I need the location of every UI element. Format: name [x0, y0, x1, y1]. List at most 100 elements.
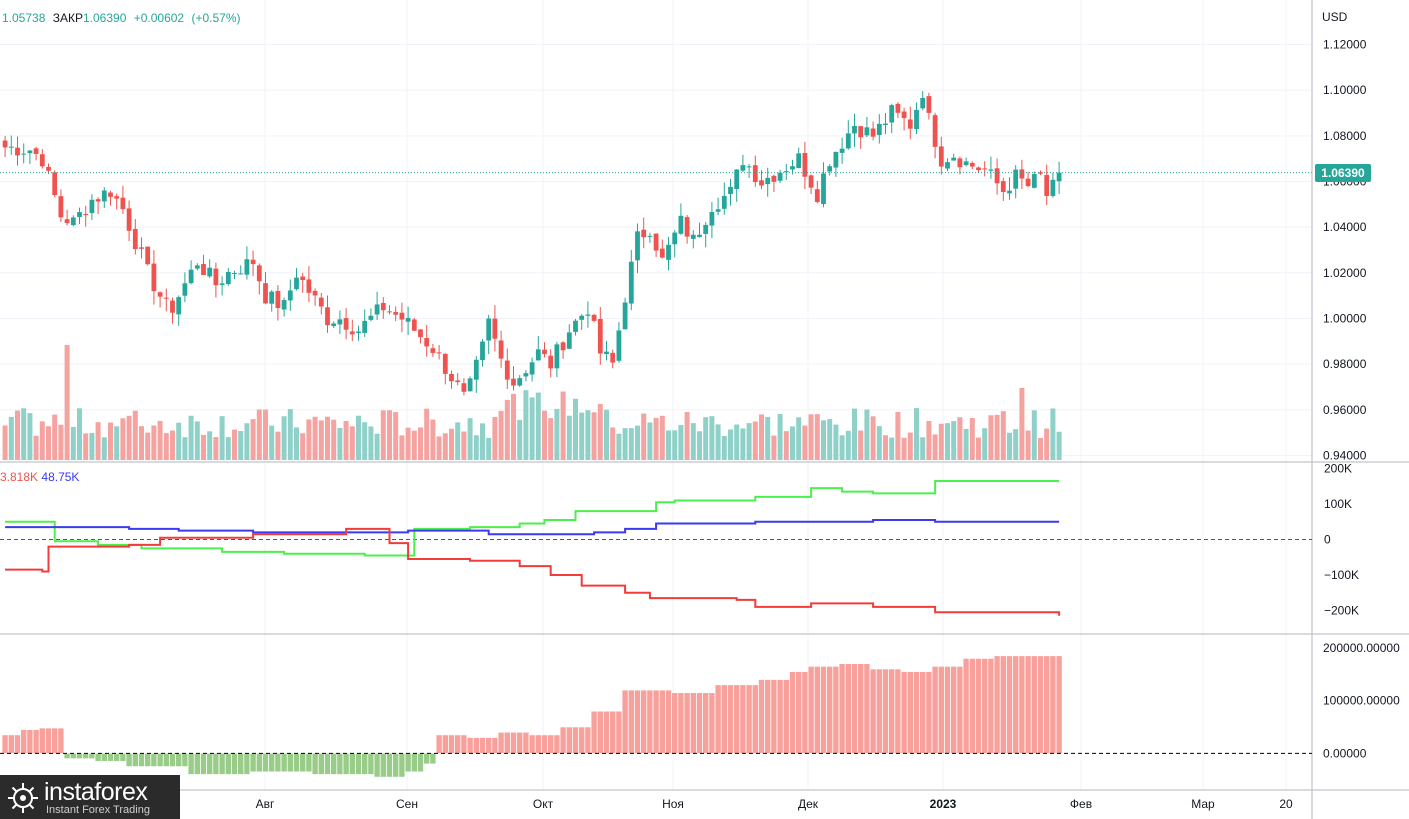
candle-body [430, 348, 436, 353]
histogram-bar [107, 753, 114, 762]
change-pct: (+0.57%) [191, 11, 241, 25]
volume-bar [436, 436, 442, 460]
histogram-bar [578, 726, 586, 754]
histogram-bar [968, 658, 976, 754]
volume-bar [709, 416, 715, 460]
histogram-bar [101, 753, 108, 762]
candle-body [554, 344, 560, 369]
candle-body [380, 302, 386, 311]
histogram-bar [14, 734, 21, 754]
histogram-bar [950, 666, 958, 754]
candle-body [951, 157, 957, 161]
candle-body [542, 349, 547, 355]
histogram-bar [448, 734, 455, 754]
histogram-bar [491, 737, 499, 754]
candle-body [790, 166, 795, 170]
candle-body [337, 319, 343, 325]
volume-bar [194, 421, 200, 460]
candle-body [635, 231, 640, 261]
volume-bar [994, 414, 1000, 460]
volume-bar [951, 421, 957, 460]
histogram-bar [51, 727, 59, 754]
histogram-bar [708, 692, 716, 754]
volume-bar [201, 434, 206, 460]
candle-body [889, 105, 895, 123]
price-tick-label: 1.08000 [1323, 129, 1367, 143]
volume-bar [982, 428, 988, 460]
candle-body [207, 267, 213, 277]
volume-bar [771, 435, 777, 460]
candle-body [1044, 175, 1050, 196]
histogram-bar [45, 727, 52, 754]
candle-body [126, 208, 132, 231]
candle-body [802, 152, 808, 177]
volume-bar [535, 392, 541, 460]
histogram-bar [336, 753, 344, 775]
volume-bar [1025, 430, 1031, 460]
candle-body [511, 378, 516, 386]
volume-bar [287, 409, 293, 460]
candle-body [467, 378, 473, 392]
volume-bar [225, 437, 231, 460]
candle-body [579, 315, 585, 320]
histogram-bar [882, 668, 889, 754]
candle-body [752, 165, 758, 183]
candle-body [387, 311, 392, 313]
histogram-bar [324, 753, 331, 775]
candle-body [8, 146, 14, 148]
volume-bar [182, 437, 188, 460]
candle-body [157, 292, 163, 297]
volume-bar [604, 409, 609, 460]
candle-body [449, 373, 454, 382]
volume-bar [213, 437, 219, 460]
candle-body [548, 355, 554, 369]
volume-bar [263, 409, 268, 460]
volume-bar [976, 437, 981, 460]
volume-bar [244, 423, 250, 460]
volume-bar [529, 397, 535, 460]
candle-body [15, 147, 20, 156]
volume-bar [672, 430, 678, 460]
histogram-bar [894, 668, 902, 754]
histogram-bar [70, 753, 77, 759]
candle-body [839, 148, 845, 153]
candle-body [188, 269, 194, 284]
candle-body [759, 180, 764, 186]
price-tick-label: 0.94000 [1323, 448, 1367, 462]
price-tick-label: 1.12000 [1323, 38, 1367, 52]
histogram-bar [454, 734, 462, 754]
candle-body [721, 196, 727, 209]
volume-bar [411, 430, 417, 460]
histogram-bar [913, 671, 920, 754]
histogram-bar [460, 734, 468, 754]
volume-bar [591, 412, 597, 460]
candle-body [796, 153, 802, 169]
candle-body [895, 103, 901, 113]
histogram-bar [429, 753, 437, 765]
candle-body [21, 153, 27, 155]
candle-body [963, 161, 969, 166]
histogram-bar [875, 668, 883, 754]
candle-body [64, 219, 70, 224]
candle-body [486, 318, 492, 341]
candle-body [213, 268, 219, 286]
volume-bar [380, 410, 386, 460]
histogram-bar [355, 753, 362, 775]
candle-body [306, 279, 312, 293]
indicator-blue-value: 48.75K [41, 470, 80, 484]
volume-bar [343, 420, 349, 460]
candle-body [858, 126, 864, 138]
time-axis-label: 20 [1279, 797, 1293, 811]
volume-bar [560, 391, 566, 460]
candle-body [263, 283, 268, 304]
volume-bar [932, 434, 938, 460]
candle-body [256, 265, 262, 282]
volume-bar [325, 416, 330, 460]
price-tick-label: 0.96000 [1323, 403, 1367, 417]
histogram-bar [398, 753, 406, 778]
candle-body [300, 276, 306, 281]
candle-body [163, 297, 169, 299]
volume-bar [839, 435, 845, 460]
histogram-bar [1043, 655, 1050, 754]
